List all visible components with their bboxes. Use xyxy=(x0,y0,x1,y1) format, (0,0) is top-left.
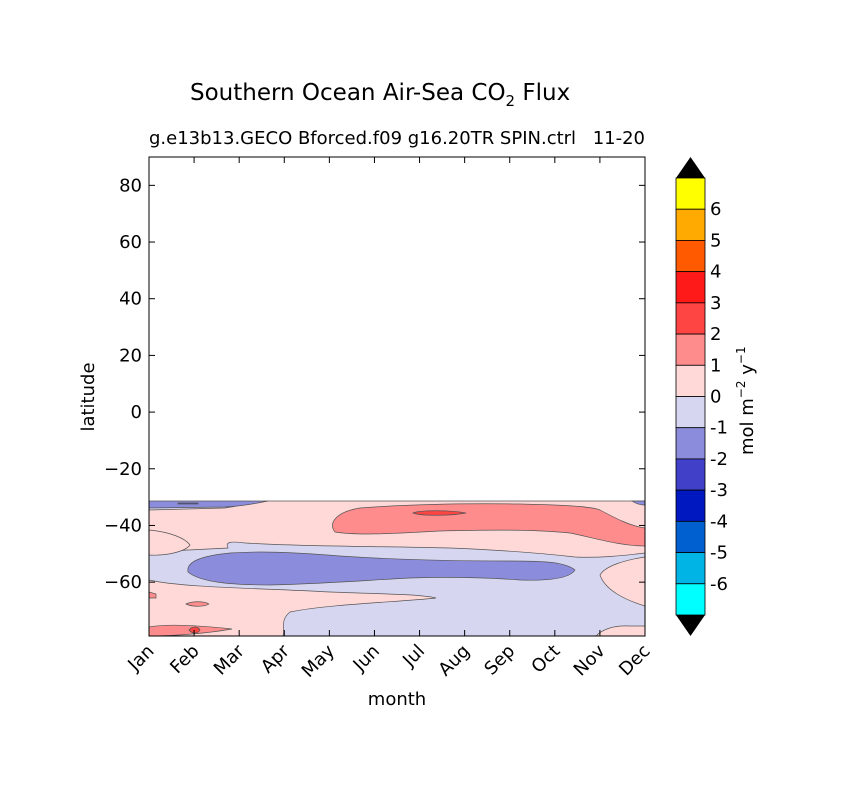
contour-region-0-1-east xyxy=(599,556,645,607)
colorbar-extend-top xyxy=(676,157,705,178)
colorbar-label: mol m−2 y−1 xyxy=(734,346,758,455)
x-tick-label: May xyxy=(298,640,339,681)
y-tick-label: 40 xyxy=(119,289,142,310)
colorbar-band xyxy=(675,271,706,304)
colorbar-tick-label: -3 xyxy=(710,480,728,501)
colorbar-tick-label: 5 xyxy=(710,230,721,251)
title-subscript: 2 xyxy=(506,92,516,110)
y-axis: 80 60 40 20 0 −20 −40 −60 xyxy=(104,175,645,593)
colorbar-band xyxy=(675,583,706,616)
colorbar-band xyxy=(675,302,706,335)
colorbar-tick-label: -6 xyxy=(710,574,728,595)
colorbar-band xyxy=(675,177,706,210)
colorbar-band xyxy=(675,240,706,273)
contour-region-0-1-west xyxy=(149,529,191,556)
title-tail: Flux xyxy=(515,80,570,106)
chart-subtitle: g.e13b13.GECO Bforced.f09 g16.20TR SPIN.… xyxy=(149,128,576,149)
x-tick-label: Jun xyxy=(349,641,384,676)
chart-title: Southern Ocean Air-Sea CO2 Flux xyxy=(190,80,570,110)
colorbar-band xyxy=(675,489,706,522)
contour-region-2-3 xyxy=(412,510,467,516)
x-tick-label: Sep xyxy=(480,641,519,680)
colorbar-tick-label: -2 xyxy=(710,449,728,470)
contour-region-0-1-south xyxy=(149,579,437,636)
colorbar-label-exp2: −1 xyxy=(734,346,748,364)
y-tick-label: −40 xyxy=(104,515,142,536)
y-tick-label: 60 xyxy=(119,232,142,253)
colorbar-tick-label: -5 xyxy=(710,543,728,564)
x-tick-label: Oct xyxy=(527,641,564,678)
contour-region-0-1-se xyxy=(595,625,645,636)
colorbar-tick-label: -1 xyxy=(710,418,728,439)
contour-region-neg2-neg1 xyxy=(187,551,576,586)
contour-region-neg2-neg1-ne xyxy=(630,500,645,506)
colorbar-tick-label: 6 xyxy=(710,199,721,220)
colorbar-band xyxy=(675,333,706,366)
plot-area xyxy=(149,157,645,636)
x-tick-label: Jul xyxy=(398,641,429,672)
colorbar: 6 5 4 3 2 1 0 -1 -2 -3 -4 -5 -6 xyxy=(675,157,728,636)
colorbar-tick-label: 1 xyxy=(710,355,721,376)
y-tick-label: −60 xyxy=(104,572,142,593)
x-tick-label: Aug xyxy=(434,641,474,681)
colorbar-band xyxy=(675,520,706,553)
x-tick-label: Jan xyxy=(123,641,158,676)
plot-frame xyxy=(148,156,646,637)
colorbar-band xyxy=(675,552,706,585)
colorbar-band xyxy=(675,396,706,429)
colorbar-extend-bottom xyxy=(676,615,705,636)
colorbar-tick-label: -4 xyxy=(710,511,728,532)
colorbar-band xyxy=(675,208,706,241)
x-tick-label: Nov xyxy=(570,640,610,680)
colorbar-tick-label: 2 xyxy=(710,324,721,345)
colorbar-tick-label: 3 xyxy=(710,293,721,314)
y-tick-label: 20 xyxy=(119,345,142,366)
x-tick-label: Apr xyxy=(257,640,294,677)
colorbar-tick-label: 4 xyxy=(710,262,721,283)
y-tick-label: −20 xyxy=(104,459,142,480)
colorbar-label-mid: y xyxy=(737,364,758,381)
colorbar-band xyxy=(675,364,706,397)
colorbar-tick-label: 0 xyxy=(710,387,721,408)
x-axis-label: month xyxy=(368,689,426,710)
chart-subtitle-right: 11-20 xyxy=(593,128,645,149)
colorbar-label-exp1: −2 xyxy=(734,380,748,398)
contour-region-neg3-neg2-spot xyxy=(177,502,199,505)
contour-region-1-2-blob xyxy=(185,601,210,607)
colorbar-band xyxy=(675,458,706,491)
y-tick-label: 0 xyxy=(131,402,142,423)
x-tick-label: Dec xyxy=(615,641,654,680)
contour-region-1-2 xyxy=(332,503,645,547)
x-tick-label: Mar xyxy=(210,640,249,679)
x-tick-label: Feb xyxy=(166,641,203,678)
colorbar-band xyxy=(675,427,706,460)
contour-region-1-2-west xyxy=(149,591,157,599)
y-axis-label: latitude xyxy=(78,362,99,431)
y-tick-label: 80 xyxy=(119,175,142,196)
